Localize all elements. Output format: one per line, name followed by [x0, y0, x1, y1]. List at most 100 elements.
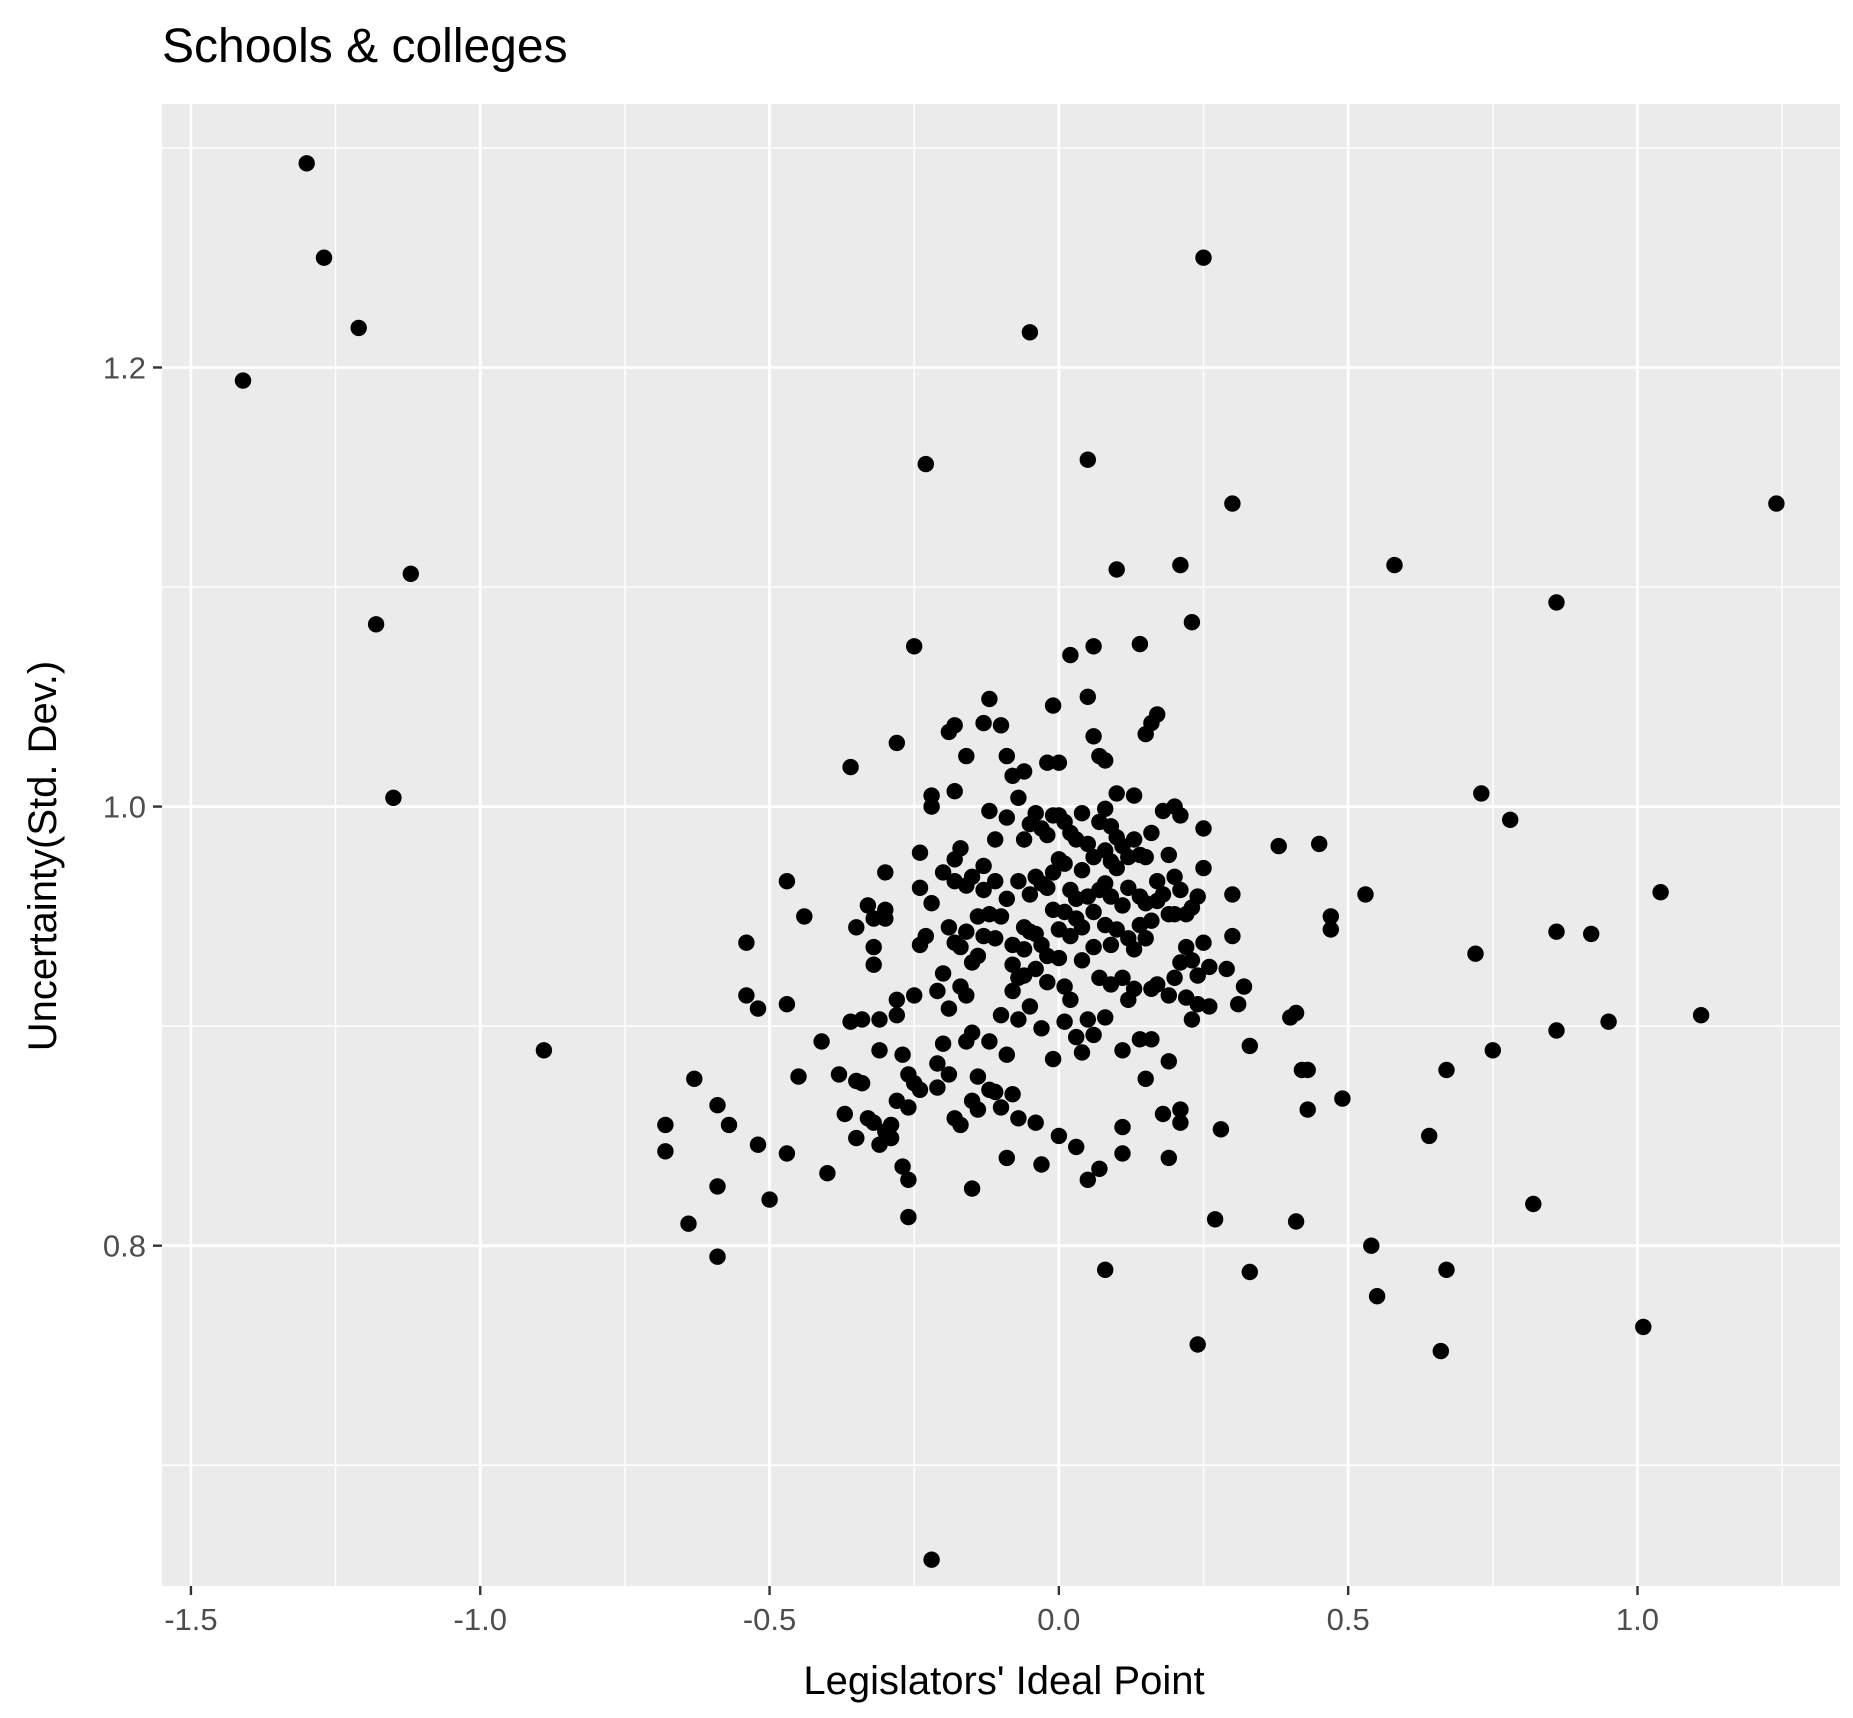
- data-point: [1004, 956, 1021, 973]
- data-point: [1206, 1211, 1224, 1228]
- data-point: [1125, 787, 1143, 804]
- data-point: [877, 910, 894, 927]
- data-point: [900, 1171, 917, 1189]
- data-point: [1368, 1288, 1386, 1305]
- data-point: [1010, 789, 1027, 806]
- data-point: [1044, 1050, 1062, 1068]
- data-point: [865, 1114, 882, 1131]
- data-point: [894, 1158, 911, 1175]
- data-point: [1044, 864, 1062, 881]
- data-point: [1195, 249, 1212, 266]
- data-point: [298, 155, 315, 172]
- data-point: [929, 1079, 946, 1096]
- data-point: [1050, 754, 1068, 771]
- data-point: [987, 930, 1004, 947]
- data-point: [969, 947, 987, 965]
- data-point: [1114, 1042, 1131, 1059]
- y-tick-label: 1.0: [103, 790, 146, 825]
- data-point: [923, 895, 940, 912]
- data-point: [865, 956, 882, 973]
- data-point: [987, 831, 1004, 848]
- data-point: [1050, 949, 1068, 967]
- data-point: [1692, 1007, 1710, 1024]
- data-point: [906, 987, 923, 1004]
- data-point: [1114, 1118, 1131, 1136]
- data-point: [1085, 938, 1102, 956]
- data-point: [842, 758, 859, 776]
- data-point: [315, 249, 333, 266]
- data-point: [882, 1129, 900, 1147]
- data-point: [900, 1208, 917, 1226]
- data-point: [1062, 991, 1079, 1008]
- data-point: [923, 798, 940, 815]
- data-point: [1241, 1263, 1259, 1281]
- data-point: [1027, 805, 1044, 822]
- data-point: [1322, 908, 1340, 925]
- data-point: [1183, 614, 1201, 631]
- data-point: [1149, 976, 1166, 993]
- data-point: [778, 873, 796, 890]
- data-point: [1166, 906, 1183, 923]
- data-point: [686, 1070, 703, 1088]
- chart-title: Schools & colleges: [162, 20, 568, 73]
- data-point: [1172, 1114, 1189, 1131]
- data-point: [1548, 923, 1565, 940]
- data-point: [940, 1000, 958, 1017]
- data-point: [830, 1066, 848, 1083]
- data-point: [1502, 811, 1519, 828]
- data-point: [1091, 1160, 1108, 1178]
- data-point: [1652, 884, 1669, 901]
- data-point: [1386, 556, 1403, 574]
- data-point: [1073, 919, 1091, 936]
- data-point: [952, 1116, 969, 1134]
- data-point: [1421, 1127, 1438, 1145]
- data-point: [813, 1033, 830, 1050]
- data-point: [998, 890, 1015, 907]
- data-point: [1311, 835, 1328, 853]
- data-point: [911, 844, 929, 861]
- data-point: [1548, 594, 1565, 611]
- data-point: [975, 857, 992, 875]
- data-point: [1097, 752, 1114, 769]
- data-point: [992, 1007, 1010, 1024]
- data-point: [963, 1180, 981, 1197]
- data-point: [1039, 974, 1056, 991]
- data-point: [848, 919, 865, 936]
- data-point: [1108, 785, 1125, 802]
- data-point: [1235, 978, 1253, 995]
- data-point: [1010, 1011, 1027, 1028]
- data-point: [1154, 886, 1172, 903]
- data-point: [981, 690, 998, 708]
- data-point: [1079, 835, 1097, 853]
- data-point: [836, 1105, 853, 1123]
- x-axis-title: Legislators' Ideal Point: [803, 1659, 1204, 1703]
- data-point: [1073, 805, 1091, 822]
- data-point: [680, 1215, 697, 1232]
- y-tick-label: 1.2: [103, 350, 146, 385]
- data-point: [894, 1046, 911, 1063]
- data-point: [888, 734, 905, 752]
- data-point: [796, 908, 813, 925]
- data-point: [1363, 1237, 1380, 1254]
- data-point: [1039, 754, 1056, 771]
- data-point: [1635, 1318, 1652, 1336]
- data-point: [1039, 826, 1056, 844]
- data-point: [1085, 728, 1102, 745]
- data-point: [1056, 1013, 1073, 1030]
- x-tick-label: 0.0: [1037, 1602, 1080, 1637]
- x-tick-label: 0.5: [1327, 1602, 1370, 1637]
- data-point: [1189, 1336, 1206, 1353]
- data-point: [1021, 886, 1039, 903]
- data-point: [975, 714, 992, 732]
- data-point: [720, 1116, 738, 1134]
- data-point: [1010, 873, 1027, 890]
- data-point: [882, 1116, 900, 1134]
- data-point: [1004, 982, 1021, 1000]
- data-point: [1085, 638, 1102, 655]
- data-point: [350, 319, 367, 337]
- data-point: [1097, 875, 1114, 892]
- data-point: [1160, 846, 1178, 864]
- data-point: [1334, 1090, 1351, 1107]
- data-point: [738, 987, 755, 1004]
